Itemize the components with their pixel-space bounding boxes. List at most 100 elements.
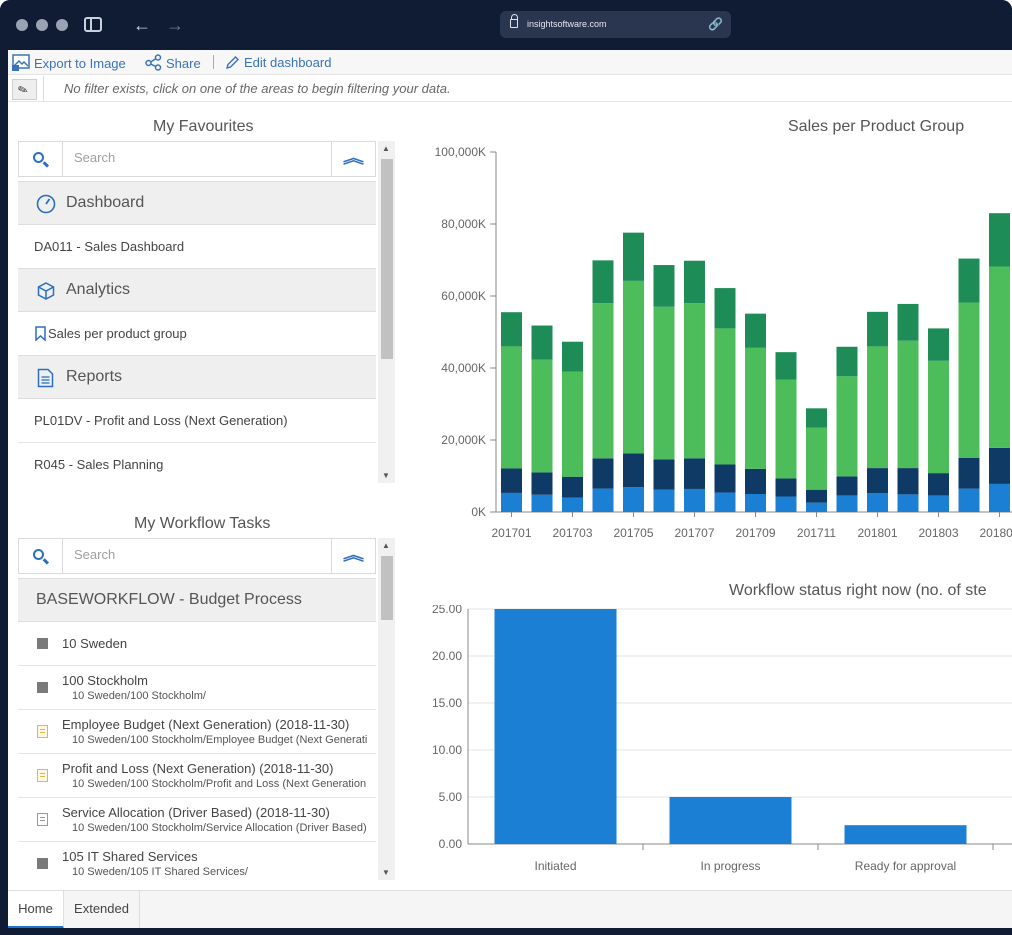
favourite-item-r045[interactable]: R045 - Sales Planning bbox=[18, 443, 376, 483]
bar-segment bbox=[623, 487, 644, 512]
y-tick-label: 15.00 bbox=[432, 696, 462, 710]
bar-segment bbox=[531, 325, 553, 360]
search-icon bbox=[33, 152, 44, 163]
workflow-item[interactable]: Employee Budget (Next Generation) (2018-… bbox=[18, 710, 376, 754]
y-tick-label: 40,000K bbox=[441, 361, 486, 375]
edit-document-gray-icon bbox=[37, 813, 48, 826]
bar-segment bbox=[714, 464, 736, 493]
document-icon bbox=[37, 368, 54, 388]
bar-segment bbox=[806, 502, 827, 512]
x-tick-label: In progress bbox=[700, 859, 760, 873]
bar-segment bbox=[775, 478, 797, 497]
window-close-dot[interactable] bbox=[16, 19, 28, 31]
bar-segment bbox=[714, 328, 736, 465]
bar-segment bbox=[623, 232, 644, 281]
bar-segment bbox=[928, 473, 949, 496]
lock-icon bbox=[510, 14, 518, 28]
y-tick-label: 10.00 bbox=[432, 743, 462, 757]
link-icon[interactable]: 🔗 bbox=[708, 17, 723, 31]
favourite-item-label: DA011 - Sales Dashboard bbox=[34, 239, 185, 254]
scroll-up-arrow-icon[interactable]: ▲ bbox=[382, 541, 390, 550]
bar-segment bbox=[684, 458, 705, 489]
filter-brush-icon: ✎ bbox=[15, 81, 31, 99]
favourites-section-analytics[interactable]: Analytics bbox=[18, 268, 376, 312]
tab-home[interactable]: Home bbox=[8, 891, 64, 928]
workflow-item[interactable]: 105 IT Shared Services 10 Sweden/105 IT … bbox=[18, 842, 376, 880]
workflow-item[interactable]: Profit and Loss (Next Generation) (2018-… bbox=[18, 754, 376, 798]
y-tick-label: 20.00 bbox=[432, 649, 462, 663]
favourites-scroll-thumb[interactable] bbox=[381, 159, 393, 359]
tab-extended[interactable]: Extended bbox=[64, 891, 140, 928]
bar-segment bbox=[745, 313, 766, 348]
bar-segment bbox=[775, 352, 797, 380]
edit-dashboard-button[interactable]: Edit dashboard bbox=[225, 54, 331, 71]
window-zoom-dot[interactable] bbox=[56, 19, 68, 31]
workflow-item[interactable]: 100 Stockholm 10 Sweden/100 Stockholm/ bbox=[18, 666, 376, 710]
filter-message: No filter exists, click on one of the ar… bbox=[64, 81, 451, 96]
bar-segment bbox=[531, 472, 553, 495]
favourites-search-input[interactable] bbox=[74, 150, 324, 165]
scroll-down-arrow-icon[interactable]: ▼ bbox=[382, 868, 390, 877]
address-bar[interactable]: insightsoftware.com 🔗 bbox=[500, 11, 731, 38]
workflow-item[interactable]: Service Allocation (Driver Based) (2018-… bbox=[18, 798, 376, 842]
bar-segment bbox=[684, 260, 705, 304]
workflow-item-path: 10 Sweden/100 Stockholm/Profit and Loss … bbox=[72, 778, 367, 790]
search-icon bbox=[33, 549, 44, 560]
favourites-section-dashboard[interactable]: Dashboard bbox=[18, 181, 376, 225]
sidebar-toggle-icon[interactable] bbox=[84, 17, 102, 32]
workflow-item-path: 10 Sweden/105 IT Shared Services/ bbox=[72, 866, 248, 878]
sales-per-product-group-chart[interactable]: 0K 20,000K 40,000K 60,000K 80,000K 100,000K 20… bbox=[408, 140, 1012, 550]
double-chevron-up-icon: ︽ bbox=[342, 150, 365, 167]
export-to-image-button[interactable]: Export to Image bbox=[12, 54, 126, 72]
x-tick-label: 201711 bbox=[797, 526, 836, 540]
favourites-search-button[interactable] bbox=[19, 142, 63, 176]
bar-segment bbox=[775, 496, 797, 512]
document-icon bbox=[37, 769, 48, 782]
workflow-search-button[interactable] bbox=[19, 539, 63, 573]
section-label-dashboard: Dashboard bbox=[66, 194, 145, 211]
bar-segment bbox=[867, 493, 888, 512]
export-label: Export to Image bbox=[34, 56, 126, 71]
workflow-chart-title: Workflow status right now (no. of ste bbox=[729, 582, 987, 599]
workflow-group-header[interactable]: BASEWORKFLOW - Budget Process bbox=[18, 578, 376, 622]
back-arrow-icon[interactable]: ← bbox=[133, 15, 151, 35]
filter-bar: ✎ No filter exists, click on one of the … bbox=[8, 76, 1012, 102]
bar-segment bbox=[623, 453, 644, 488]
favourites-collapse-button[interactable]: ︽ bbox=[331, 142, 375, 176]
app-content: Export to Image Share Edit dashboard bbox=[8, 50, 1012, 928]
bar-segment bbox=[745, 494, 766, 512]
x-tick-label: Ready for approval bbox=[855, 859, 956, 873]
pencil-icon bbox=[225, 56, 239, 70]
share-button[interactable]: Share bbox=[145, 54, 201, 72]
favourite-item-da011[interactable]: DA011 - Sales Dashboard bbox=[18, 225, 376, 269]
workflow-search-input[interactable] bbox=[74, 547, 324, 562]
y-tick-label: 25.00 bbox=[432, 605, 462, 616]
workflow-item[interactable]: 10 Sweden bbox=[18, 622, 376, 666]
bar-segment bbox=[745, 468, 766, 494]
scroll-down-arrow-icon[interactable]: ▼ bbox=[382, 471, 390, 480]
workflow-item-title: 100 Stockholm bbox=[62, 673, 148, 688]
forward-arrow-icon[interactable]: → bbox=[166, 15, 184, 35]
favourites-scrollbar[interactable]: ▲ ▼ bbox=[378, 141, 395, 483]
workflow-status-chart[interactable]: 0.00 5.00 10.00 15.00 20.00 25.00 Initiated In … bbox=[408, 605, 1012, 885]
favourite-item-pl01dv[interactable]: PL01DV - Profit and Loss (Next Generatio… bbox=[18, 399, 376, 443]
window-minimize-dot[interactable] bbox=[36, 19, 48, 31]
bar-segment bbox=[592, 260, 614, 304]
bar-segment bbox=[958, 488, 980, 512]
bar-segment bbox=[653, 489, 675, 512]
workflow-scroll-thumb[interactable] bbox=[381, 556, 393, 620]
favourite-item-sales-per-product-group[interactable]: Sales per product group bbox=[18, 312, 376, 356]
workflow-scrollbar[interactable]: ▲ ▼ bbox=[378, 538, 395, 880]
bar-segment bbox=[897, 468, 919, 495]
bar-segment bbox=[958, 258, 980, 303]
x-tick-label: 201801 bbox=[857, 526, 897, 540]
workflow-collapse-button[interactable]: ︽ bbox=[331, 539, 375, 573]
favourites-section-reports[interactable]: Reports bbox=[18, 355, 376, 399]
bar-segment bbox=[897, 340, 919, 469]
bar-segment bbox=[958, 458, 980, 489]
filter-toggle-button[interactable]: ✎ bbox=[12, 79, 37, 100]
share-icon bbox=[145, 54, 162, 71]
scroll-up-arrow-icon[interactable]: ▲ bbox=[382, 144, 390, 153]
y-tick-label: 5.00 bbox=[439, 790, 463, 804]
favourites-title: My Favourites bbox=[153, 118, 254, 135]
